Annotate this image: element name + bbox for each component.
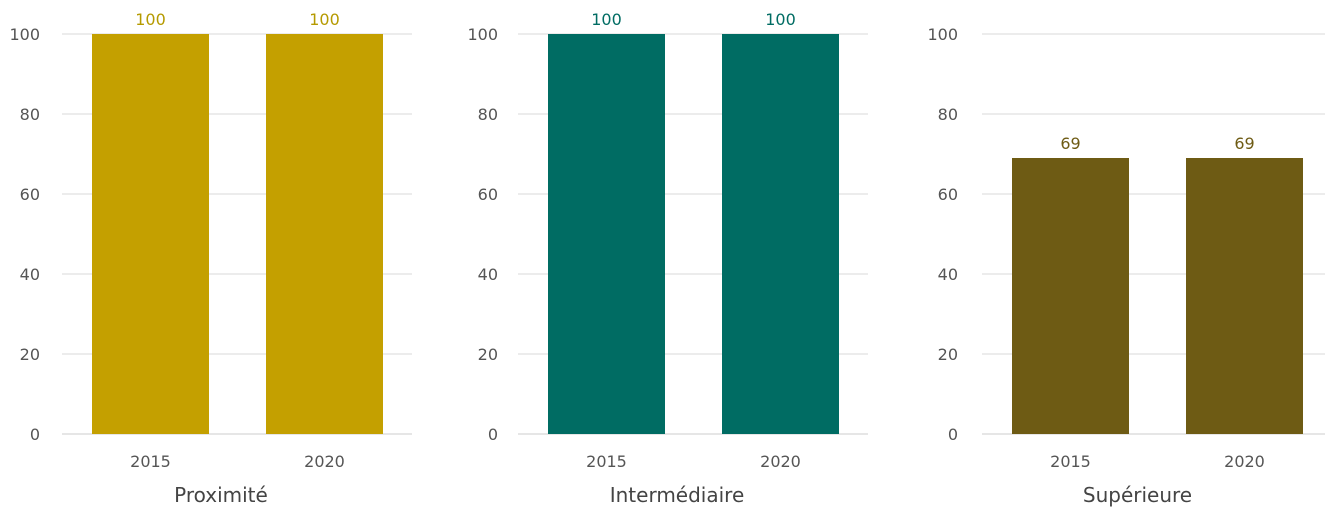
data-label: 100 (591, 10, 622, 29)
y-tick-label: 100 (927, 25, 958, 44)
x-tick-label: 2020 (760, 452, 801, 471)
x-axis-label: Intermédiaire (610, 483, 745, 507)
data-label: 69 (1060, 134, 1080, 153)
bar (266, 34, 383, 434)
y-tick-label: 40 (938, 265, 958, 284)
data-label: 100 (135, 10, 166, 29)
y-tick-label: 60 (938, 185, 958, 204)
x-tick-label: 2020 (1224, 452, 1265, 471)
y-tick-label: 80 (478, 105, 498, 124)
bar (1186, 158, 1303, 434)
y-tick-label: 20 (478, 345, 498, 364)
y-tick-label: 60 (20, 185, 40, 204)
y-tick-label: 80 (938, 105, 958, 124)
y-tick-label: 20 (938, 345, 958, 364)
x-tick-label: 2015 (130, 452, 171, 471)
y-tick-label: 40 (478, 265, 498, 284)
x-tick-label: 2015 (1050, 452, 1091, 471)
data-label: 69 (1234, 134, 1254, 153)
y-tick-label: 40 (20, 265, 40, 284)
x-axis-label: Supérieure (1083, 483, 1192, 507)
chart-panel-1: 0 20 40 60 80 100 100 2015 100 2020 Proximité (9, 10, 412, 507)
y-tick-label: 100 (467, 25, 498, 44)
bar (92, 34, 209, 434)
y-tick-label: 60 (478, 185, 498, 204)
y-tick-label: 80 (20, 105, 40, 124)
x-tick-label: 2015 (586, 452, 627, 471)
bar (1012, 158, 1129, 434)
y-tick-label: 0 (30, 425, 40, 444)
y-tick-label: 0 (948, 425, 958, 444)
y-tick-label: 100 (9, 25, 40, 44)
x-tick-label: 2020 (304, 452, 345, 471)
data-label: 100 (765, 10, 796, 29)
y-tick-label: 20 (20, 345, 40, 364)
y-tick-label: 0 (488, 425, 498, 444)
bar (548, 34, 665, 434)
chart-panel-3: 0 20 40 60 80 100 69 2015 69 2020 Supérieure (927, 25, 1325, 507)
x-axis-label: Proximité (174, 483, 268, 507)
data-label: 100 (309, 10, 340, 29)
chart-panel-2: 0 20 40 60 80 100 100 2015 100 2020 Intermédiaire (467, 10, 868, 507)
bar (722, 34, 839, 434)
